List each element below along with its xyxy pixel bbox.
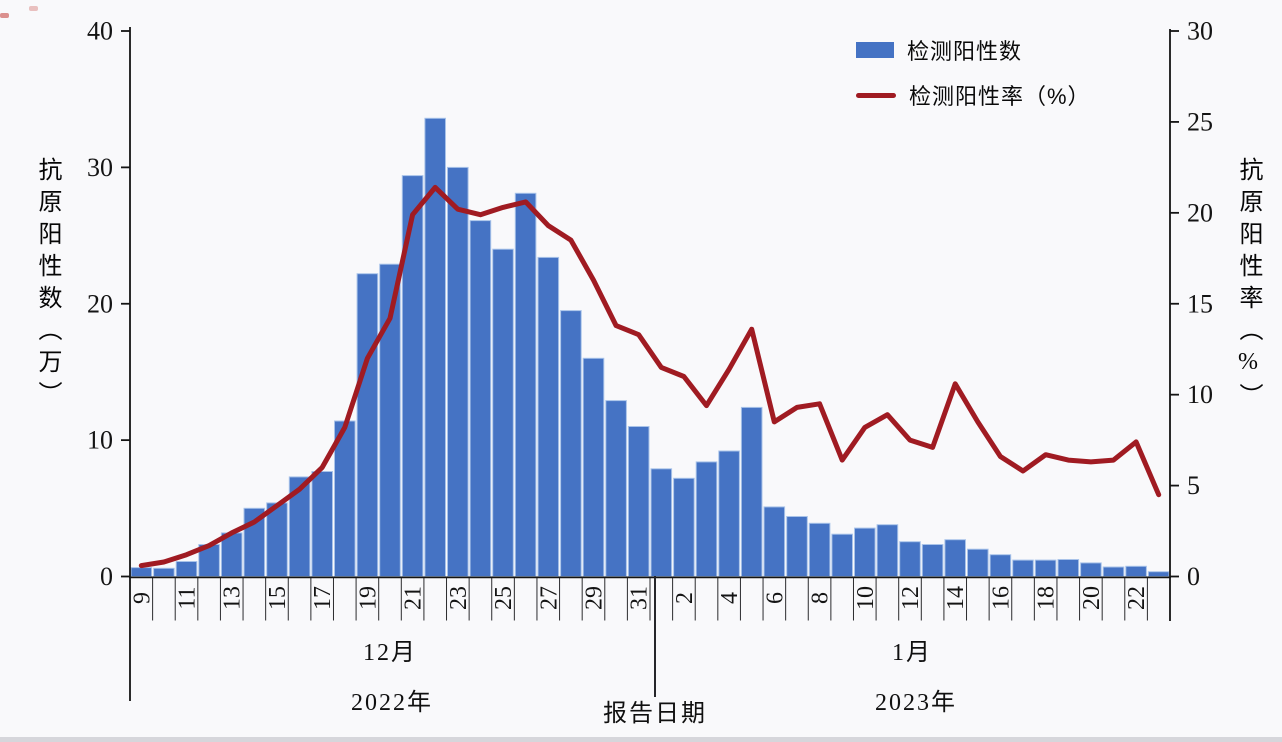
svg-text:20: 20 [1187,198,1213,227]
legend-line-label: 检测阳性率（%） [909,84,1091,109]
screen-artifact-mark [0,13,9,18]
legend-bar-label: 检测阳性数 [907,39,1023,64]
left-axis-title: 抗原阳性数（万） [34,157,60,413]
svg-text:10: 10 [853,586,879,610]
year-label-2022: 2022年 [351,690,433,716]
legend-bar-swatch [856,42,894,58]
svg-text:25: 25 [491,586,517,610]
svg-text:15: 15 [1187,289,1213,318]
month-separator-line [654,576,656,697]
legend-line-swatch [856,92,896,98]
svg-text:14: 14 [943,586,969,610]
svg-text:22: 22 [1124,586,1150,610]
svg-text:12: 12 [898,586,924,610]
svg-text:8: 8 [808,592,834,604]
svg-text:17: 17 [310,586,336,610]
svg-text:4: 4 [717,592,743,604]
bottom-edge-strip [0,737,1282,742]
right-axis-title: 抗原阳性率（%） [1235,157,1261,415]
svg-text:2: 2 [672,592,698,604]
legend-item-line: 检测阳性率（%） [856,81,1091,109]
svg-text:6: 6 [762,592,788,604]
year-label-2023: 2023年 [875,690,957,716]
svg-text:23: 23 [446,586,472,610]
svg-text:0: 0 [100,562,113,591]
svg-text:0: 0 [1187,562,1200,591]
legend: 检测阳性数 检测阳性率（%） [856,36,1091,109]
x-axis-title: 报告日期 [603,701,707,727]
svg-text:40: 40 [87,17,113,46]
svg-text:18: 18 [1034,586,1060,610]
svg-text:15: 15 [265,586,291,610]
svg-text:27: 27 [536,586,562,610]
svg-text:25: 25 [1187,107,1213,136]
svg-text:11: 11 [175,586,201,609]
svg-text:31: 31 [627,586,653,610]
month-label-december: 12月 [363,640,417,666]
svg-text:30: 30 [87,153,113,182]
svg-text:10: 10 [87,426,113,455]
svg-text:20: 20 [87,289,113,318]
screen-artifact-mark [29,6,38,11]
svg-text:16: 16 [988,586,1014,610]
svg-text:13: 13 [220,586,246,610]
svg-text:9: 9 [129,592,155,604]
svg-text:20: 20 [1079,586,1105,610]
svg-text:5: 5 [1187,471,1200,500]
svg-text:29: 29 [581,586,607,610]
legend-item-bar: 检测阳性数 [856,36,1091,64]
svg-text:10: 10 [1187,380,1213,409]
svg-text:30: 30 [1187,17,1213,46]
svg-text:19: 19 [355,586,381,610]
month-label-january: 1月 [892,640,932,666]
svg-text:21: 21 [401,586,427,610]
